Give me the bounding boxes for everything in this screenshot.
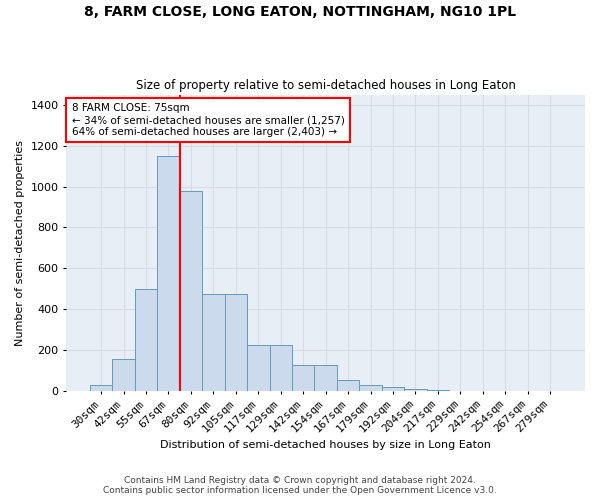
Bar bbox=[337, 380, 359, 391]
Bar bbox=[314, 364, 337, 391]
X-axis label: Distribution of semi-detached houses by size in Long Eaton: Distribution of semi-detached houses by … bbox=[160, 440, 491, 450]
Text: 8, FARM CLOSE, LONG EATON, NOTTINGHAM, NG10 1PL: 8, FARM CLOSE, LONG EATON, NOTTINGHAM, N… bbox=[84, 5, 516, 19]
Bar bbox=[404, 389, 427, 391]
Bar bbox=[202, 294, 224, 391]
Bar bbox=[382, 388, 404, 391]
Bar bbox=[224, 294, 247, 391]
Text: 8 FARM CLOSE: 75sqm
← 34% of semi-detached houses are smaller (1,257)
64% of sem: 8 FARM CLOSE: 75sqm ← 34% of semi-detach… bbox=[71, 104, 344, 136]
Bar bbox=[292, 364, 314, 391]
Bar bbox=[90, 385, 112, 391]
Title: Size of property relative to semi-detached houses in Long Eaton: Size of property relative to semi-detach… bbox=[136, 79, 515, 92]
Bar bbox=[247, 345, 269, 391]
Text: Contains HM Land Registry data © Crown copyright and database right 2024.
Contai: Contains HM Land Registry data © Crown c… bbox=[103, 476, 497, 495]
Bar bbox=[135, 289, 157, 391]
Bar bbox=[359, 384, 382, 391]
Bar bbox=[112, 360, 135, 391]
Bar bbox=[157, 156, 180, 391]
Y-axis label: Number of semi-detached properties: Number of semi-detached properties bbox=[15, 140, 25, 346]
Bar bbox=[180, 190, 202, 391]
Bar bbox=[269, 345, 292, 391]
Bar bbox=[427, 390, 449, 391]
